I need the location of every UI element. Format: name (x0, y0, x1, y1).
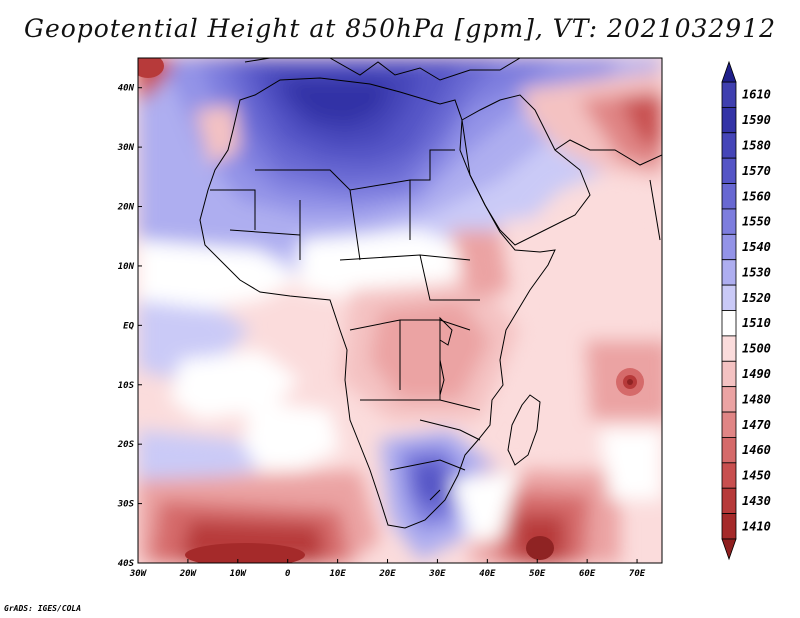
colorbar-label: 1540 (742, 240, 771, 254)
colorbar-label: 1500 (742, 342, 771, 356)
y-tick-label: 30S (117, 500, 135, 510)
colorbar-max-arrow (721, 60, 737, 83)
colorbar-swatch (721, 233, 737, 261)
y-tick-label: 20N (117, 203, 135, 213)
colorbar-label: 1450 (742, 469, 771, 483)
colorbar-label: 1560 (742, 189, 771, 203)
x-tick-label: 10W (230, 569, 248, 579)
x-tick-label: 20W (179, 569, 198, 579)
colorbar-label: 1570 (742, 164, 771, 178)
coastlines (199, 58, 662, 529)
colorbar-label: 1610 (742, 88, 771, 102)
x-tick-label: 10E (329, 569, 346, 579)
y-tick-label: 10S (118, 381, 135, 391)
x-tick-label: 50E (529, 569, 546, 579)
colorbar-swatch (721, 310, 737, 337)
colorbar-label: 1460 (742, 443, 771, 457)
colorbar-label: 1530 (742, 265, 771, 279)
colorbar-swatch (721, 386, 737, 413)
colorbar-label: 1550 (742, 215, 771, 229)
colorbar-swatch (721, 106, 737, 134)
colorbar-swatch (721, 157, 737, 184)
colorbar-label: 1510 (742, 316, 771, 330)
y-tick-label: 10N (118, 262, 135, 272)
x-axis: 30W 20W 10W 0 10E 20E 30E 40E 50E 60E 70E (129, 559, 646, 579)
colorbar-label: 1480 (742, 392, 771, 406)
x-tick-label: 30E (428, 569, 446, 579)
colorbar-swatch (721, 183, 737, 210)
colorbar: 1610 1590 1580 1570 1560 1550 1540 1530 1520 1510… (721, 60, 771, 561)
map-frame (137, 57, 663, 564)
colorbar-swatch (721, 462, 737, 489)
y-tick-label: 20S (117, 440, 135, 450)
colorbar-swatch (721, 81, 737, 108)
y-tick-label: 40N (118, 84, 135, 94)
x-tick-label: 60E (579, 569, 596, 579)
colorbar-swatch (721, 360, 737, 388)
y-tick-label: 30N (117, 143, 135, 153)
colorbar-label: 1470 (742, 418, 771, 432)
y-tick-label: EQ (123, 321, 134, 331)
footer-credit: GrADS: IGES/COLA (4, 604, 82, 613)
colorbar-swatch (721, 132, 737, 159)
colorbar-label: 1580 (742, 138, 771, 152)
colorbar-swatch (721, 487, 737, 515)
colorbar-swatch (721, 411, 737, 438)
x-tick-label: 40E (479, 569, 496, 579)
chart-title: Geopotential Height at 850hPa [gpm], VT:… (23, 14, 777, 43)
colorbar-label: 1490 (742, 367, 771, 381)
y-axis: 40N 30N 20N 10N EQ 10S 20S 30S 40S (117, 84, 142, 569)
colorbar-label: 1430 (742, 494, 771, 508)
y-tick-label: 40S (118, 559, 135, 569)
colorbar-label: 1590 (742, 113, 771, 127)
colorbar-swatch (721, 513, 737, 540)
colorbar-swatch (721, 335, 737, 362)
colorbar-swatch (721, 284, 737, 311)
colorbar-label: 1410 (742, 519, 771, 533)
colorbar-label: 1520 (742, 291, 771, 305)
x-tick-label: 30W (129, 569, 148, 579)
colorbar-min-arrow (721, 538, 737, 561)
colorbar-swatch (721, 259, 737, 286)
colorbar-swatch (721, 437, 737, 464)
x-tick-label: 20E (378, 569, 396, 579)
x-tick-label: 70E (629, 569, 646, 579)
colorbar-swatch (721, 208, 737, 235)
x-tick-label: 0 (285, 569, 291, 579)
height-field (138, 58, 662, 563)
